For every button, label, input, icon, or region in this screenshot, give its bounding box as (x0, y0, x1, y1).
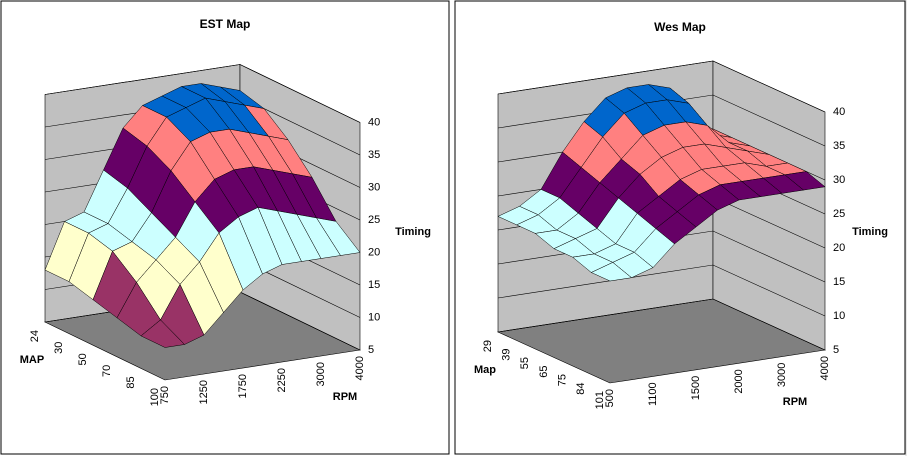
rpm-tick-label: 4000 (819, 356, 831, 380)
grid-line (44, 64, 361, 123)
map-axis-title: Map (474, 364, 496, 376)
z-tick-label: 5 (368, 344, 374, 356)
map-tick-label: 29 (482, 340, 494, 352)
map-tick-label: 100 (149, 388, 161, 406)
map-tick-label: 24 (29, 330, 41, 342)
z-tick-label: 40 (368, 116, 380, 128)
z-axis-title: Timing (852, 226, 888, 238)
rpm-axis-title: RPM (783, 396, 807, 408)
map-tick-label: 85 (125, 376, 137, 388)
z-axis-title: Timing (395, 226, 431, 238)
map-tick-label: 30 (53, 342, 65, 354)
z-tick-label: 40 (833, 106, 845, 118)
rpm-tick-label: 1250 (198, 380, 210, 404)
grid-line (497, 60, 826, 113)
z-tick-label: 20 (833, 242, 845, 254)
rpm-tick-label: 750 (159, 386, 171, 404)
z-tick-label: 30 (368, 181, 380, 193)
rpm-axis-title: RPM (333, 391, 357, 403)
rpm-tick-label: 2000 (733, 369, 745, 393)
map-tick-label: 39 (501, 348, 513, 360)
map-tick-label: 55 (519, 357, 531, 369)
grid-line (497, 298, 826, 351)
z-tick-label: 15 (368, 279, 380, 291)
map-tick-label: 70 (101, 365, 113, 377)
grid-line (497, 94, 826, 147)
rpm-tick-label: 500 (604, 389, 616, 407)
map-tick-label: 84 (575, 383, 587, 395)
rpm-tick-label: 1500 (690, 376, 702, 400)
z-tick-label: 25 (833, 208, 845, 220)
map-tick-label: 75 (557, 374, 569, 386)
z-tick-label: 10 (368, 311, 380, 323)
surface-cell (590, 262, 633, 282)
z-tick-label: 25 (368, 214, 380, 226)
z-tick-label: 35 (833, 140, 845, 152)
grid-line (497, 264, 826, 317)
rpm-tick-label: 3000 (315, 362, 327, 386)
z-tick-label: 10 (833, 310, 845, 322)
z-tick-label: 35 (368, 149, 380, 161)
map-tick-label: 101 (594, 391, 606, 409)
rpm-tick-label: 2250 (276, 368, 288, 392)
z-tick-label: 20 (368, 246, 380, 258)
rpm-tick-label: 4000 (354, 356, 366, 380)
map-tick-label: 65 (538, 366, 550, 378)
rpm-tick-label: 3000 (776, 363, 788, 387)
rpm-tick-label: 1100 (647, 382, 659, 406)
chart-title: Wes Map (654, 20, 706, 34)
z-tick-label: 30 (833, 174, 845, 186)
surface-cell (140, 319, 186, 348)
map-axis-title: MAP (20, 354, 44, 366)
z-tick-label: 5 (833, 344, 839, 356)
map-tick-label: 50 (77, 353, 89, 365)
z-tick-label: 15 (833, 276, 845, 288)
chart-title: EST Map (200, 17, 251, 31)
rpm-tick-label: 1750 (237, 374, 249, 398)
